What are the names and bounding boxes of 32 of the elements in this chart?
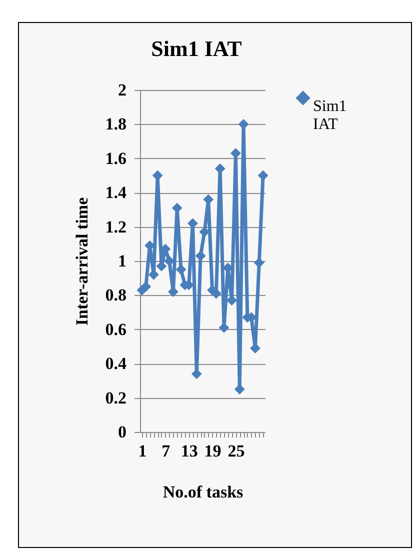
point bbox=[238, 118, 249, 130]
point bbox=[234, 384, 245, 394]
y-tick-label: 0 bbox=[118, 422, 126, 442]
x-tick-label: 19 bbox=[204, 442, 222, 460]
x-axis-title: No.of tasks bbox=[162, 482, 244, 502]
point bbox=[176, 264, 186, 275]
y-tick-label: 1.8 bbox=[105, 114, 126, 134]
y-tick-label: 0.2 bbox=[105, 388, 126, 408]
x-tick-label: 13 bbox=[180, 442, 198, 460]
x-tick-label: 25 bbox=[228, 442, 245, 460]
point bbox=[226, 295, 238, 306]
y-tick-label: 0.4 bbox=[105, 354, 127, 374]
y-axis-title: Inter-arrival time bbox=[72, 196, 92, 326]
x-tick-label: 1 bbox=[138, 442, 147, 460]
y-tick-label: 2 bbox=[118, 80, 126, 100]
y-tick-label: 1.6 bbox=[105, 148, 126, 168]
point bbox=[168, 286, 178, 298]
y-tick-label: 1.4 bbox=[105, 183, 127, 202]
point bbox=[191, 368, 202, 380]
point bbox=[258, 170, 268, 181]
point bbox=[140, 281, 152, 292]
y-tick-label: 0.6 bbox=[105, 320, 126, 339]
chart-title: Sim1 IAT bbox=[151, 36, 242, 61]
x-tick-label: 7 bbox=[162, 442, 171, 460]
point bbox=[214, 163, 226, 174]
point bbox=[254, 257, 264, 268]
point bbox=[199, 226, 210, 238]
point bbox=[195, 250, 206, 262]
y-tick-label: 1.2 bbox=[105, 217, 126, 236]
legend-label: Sim1 IAT bbox=[313, 98, 347, 133]
y-tick-label: 1 bbox=[118, 252, 126, 270]
y-tick-label: 0.8 bbox=[105, 286, 126, 305]
